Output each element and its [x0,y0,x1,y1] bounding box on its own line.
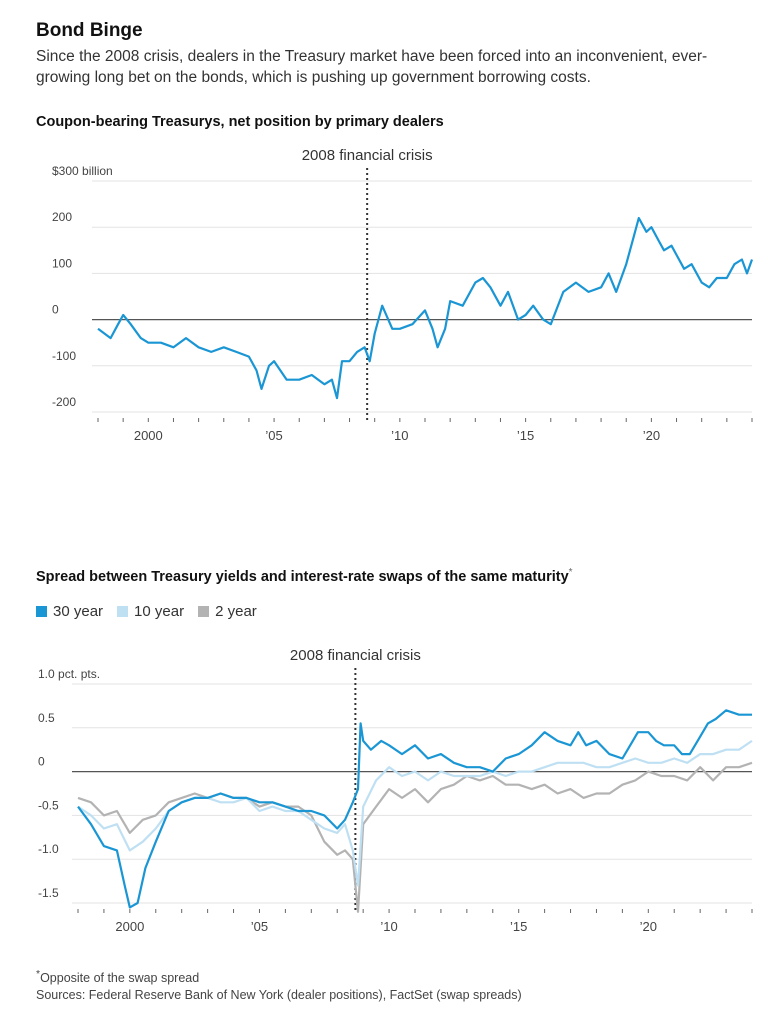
chart1-xtick-label: 2000 [134,428,163,443]
chart2-xtick-label: ’15 [510,919,527,934]
chart1-ytick-label: -200 [52,395,76,409]
chart1-plot: $300 billion 200 100 0 -100 -200 2000 ’05 ’10 ’15… [52,147,754,443]
legend-swatch-30-year [36,606,47,617]
chart2-xtick-label: ’20 [640,919,657,934]
legend-item-10-year: 10 year [117,603,184,620]
chart2-series-line-30-year [77,709,752,909]
chart2-ytick-label: -0.5 [38,798,59,812]
chart2-crisis-label: 2008 financial crisis [290,647,421,664]
chart1-title: Coupon-bearing Treasurys, net position b… [36,114,444,130]
legend-swatch-10-year [117,606,129,617]
chart2-ytick-label: 0.5 [38,711,55,725]
chart2-plot: 1.0 pct. pts. 0.5 0 -0.5 -1.0 -1.5 2000 ’05 ’10 ’… [38,647,753,934]
footnote-block: *Opposite of the swap spread Sources: Fe… [36,966,522,1004]
legend-swatch-2-year [198,606,210,617]
chart1-ytick-label: -100 [52,349,76,363]
chart2-ytick-label: -1.5 [38,886,59,900]
chart2-xtick-label: ’10 [380,919,397,934]
chart2-ytick-label: -1.0 [38,842,59,856]
legend-label-30-year: 30 year [53,603,104,620]
chart2-title-marker: * [568,567,573,578]
legend-item-2-year: 2 year [198,603,257,620]
chart1-ytick-label: $300 billion [52,164,113,178]
sources: Sources: Federal Reserve Bank of New Yor… [36,988,522,1003]
footnote-text: Opposite of the swap spread [40,971,200,986]
chart2-xtick-label: 2000 [115,919,144,934]
legend-label-2-year: 2 year [215,603,257,620]
chart1-xtick-label: ’05 [265,428,282,443]
chart1-xtick-label: ’10 [391,428,408,443]
chart2-ytick-label: 1.0 pct. pts. [38,667,100,681]
chart2-series-line-2-year [77,761,753,913]
chart1-xtick-label: ’15 [517,428,534,443]
chart1-crisis-label: 2008 financial crisis [302,147,433,164]
dek: Since the 2008 crisis, dealers in the Tr… [36,48,708,86]
legend-label-10-year: 10 year [134,603,185,620]
chart1-series-line-series [97,216,754,400]
chart2-title-text: Spread between Treasury yields and inter… [36,568,569,585]
chart1-ytick-label: 0 [52,303,59,317]
legend-item-30-year: 30 year [36,603,103,620]
chart1-ytick-label: 100 [52,256,72,270]
chart2-title: Spread between Treasury yields and inter… [36,567,573,585]
footnote: *Opposite of the swap spread [36,966,522,987]
chart2-legend: 30 year 10 year 2 year [36,603,257,620]
headline: Bond Binge [36,20,143,41]
footnote-marker: * [36,969,41,980]
chart2-xtick-label: ’05 [251,919,268,934]
chart1-ytick-label: 200 [52,210,72,224]
chart2-ytick-label: 0 [38,755,45,769]
chart2-series-line-10-year [77,739,753,887]
chart1-xtick-label: ’20 [643,428,660,443]
